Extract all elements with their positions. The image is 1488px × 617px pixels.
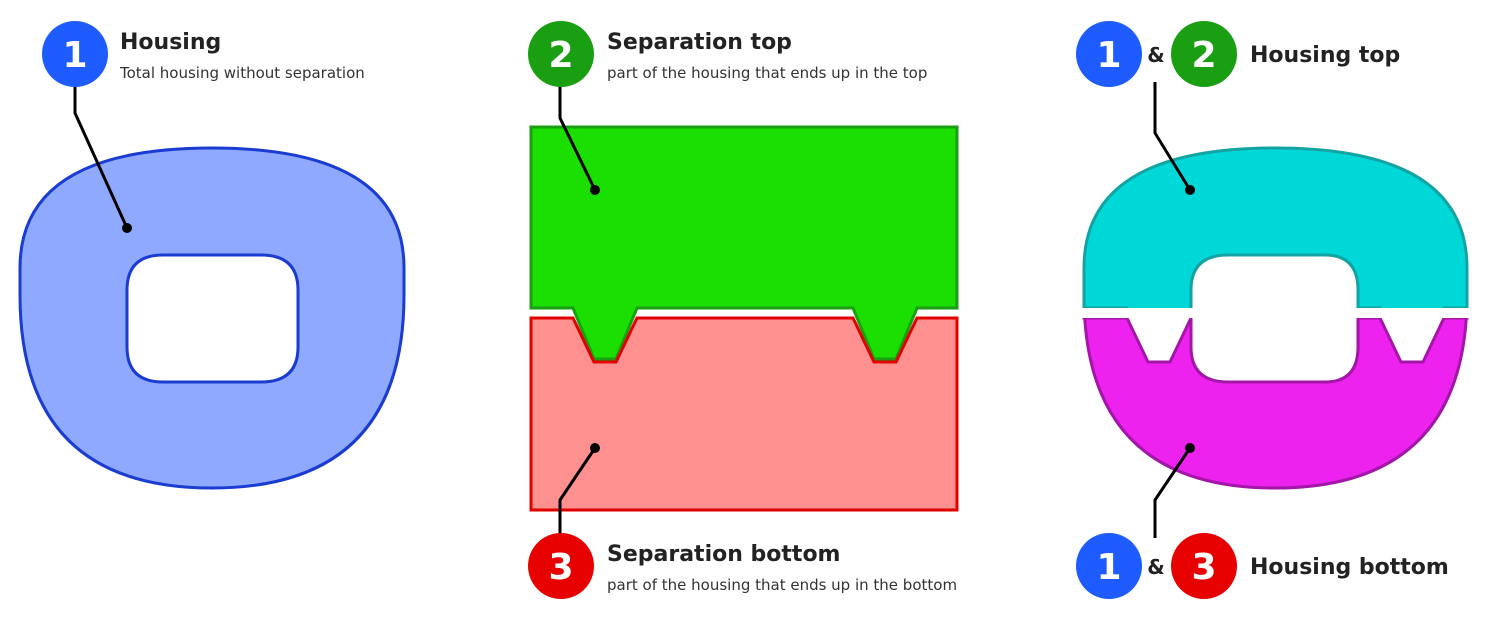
separation-bottom-leader-line xyxy=(558,447,597,538)
separation-top-badge-number: 2 xyxy=(548,35,573,76)
housing-bottom-badge-a-number: 1 xyxy=(1096,547,1121,588)
housing-top-shape xyxy=(1082,146,1469,308)
housing-bottom-title: Housing bottom xyxy=(1250,555,1449,580)
housing-bottom-leader-line xyxy=(1153,447,1192,538)
housing-top-badge-b-circle xyxy=(1171,21,1237,87)
housing-top-badge-a-circle xyxy=(1076,21,1142,87)
housing-shape xyxy=(18,146,406,490)
housing-bottom-ampersand: & xyxy=(1147,555,1164,579)
separation-top-badge: 2 xyxy=(528,21,594,87)
housing-bottom-shape xyxy=(1082,318,1469,490)
separation-bottom-description: part of the housing that ends up in the … xyxy=(607,576,957,594)
housing-bottom-label: 1 & 3 Housing bottom xyxy=(1076,533,1449,599)
housing-top-leader-dot xyxy=(1185,185,1195,195)
housing-bottom-badge-b-circle xyxy=(1171,533,1237,599)
separation-top-leader-line xyxy=(558,82,597,191)
separation-top-shape xyxy=(529,125,959,361)
housing-bottom-badge-a-circle xyxy=(1076,533,1142,599)
housing-top-ampersand: & xyxy=(1147,43,1164,67)
separation-top-badge-circle xyxy=(528,21,594,87)
housing-panel: 1 Housing Total housing without separati… xyxy=(18,21,406,490)
housing-bottom-leader-dot xyxy=(1185,443,1195,453)
separation-panel: 2 Separation top part of the housing tha… xyxy=(528,21,959,599)
separation-bottom-badge-number: 3 xyxy=(548,547,573,588)
housing-top-badge-a-number: 1 xyxy=(1096,35,1121,76)
housing-top-title: Housing top xyxy=(1250,43,1400,68)
housing-top-badge-b-number: 2 xyxy=(1191,35,1216,76)
separation-bottom-badge-circle xyxy=(528,533,594,599)
separation-bottom-shape xyxy=(529,316,959,512)
result-panel: 1 & 2 Housing top 1 & 3 Housing bottom xyxy=(1076,21,1469,599)
housing-badge: 1 xyxy=(42,21,108,87)
housing-bottom-badge-b-number: 3 xyxy=(1191,547,1216,588)
separation-top-description: part of the housing that ends up in the … xyxy=(607,64,927,82)
housing-badge-number: 1 xyxy=(62,35,87,76)
separation-top-leader-dot xyxy=(590,185,600,195)
housing-description: Total housing without separation xyxy=(119,64,365,82)
separation-bottom-badge: 3 xyxy=(528,533,594,599)
housing-top-label: 1 & 2 Housing top xyxy=(1076,21,1400,87)
housing-badge-circle xyxy=(42,21,108,87)
separation-top-title: Separation top xyxy=(607,30,792,55)
housing-title: Housing xyxy=(120,30,221,55)
separation-bottom-leader-dot xyxy=(590,443,600,453)
separation-bottom-title: Separation bottom xyxy=(607,542,840,567)
housing-leader-dot xyxy=(122,223,132,233)
housing-top-leader-line xyxy=(1153,82,1192,191)
